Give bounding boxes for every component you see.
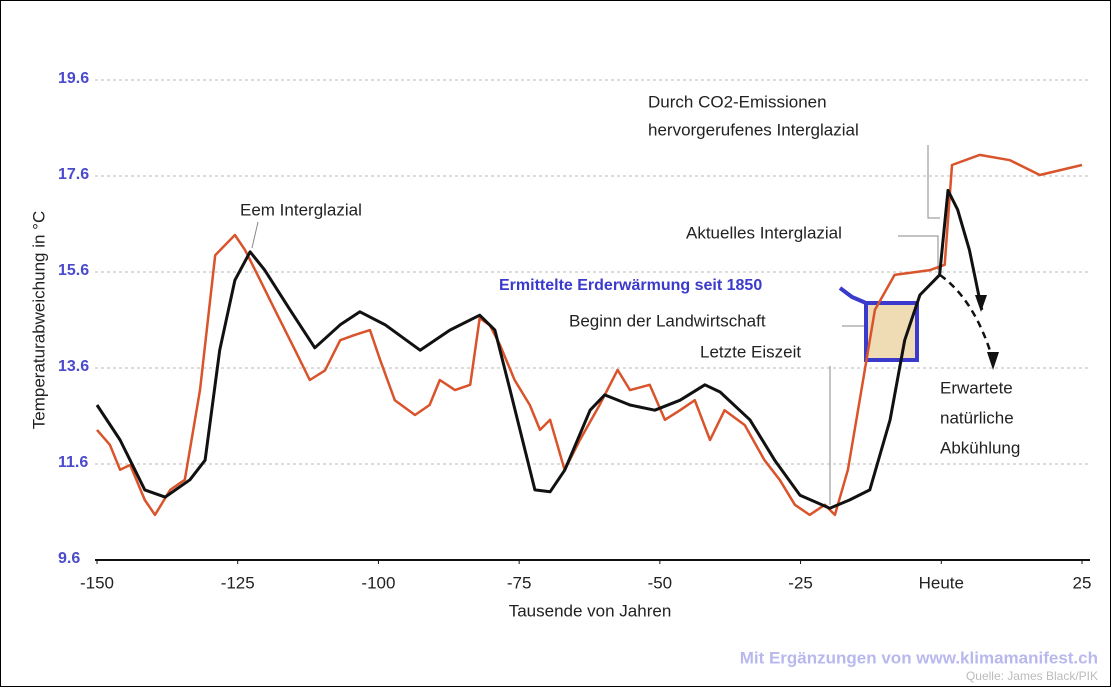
annotation: Eem Interglazial <box>240 200 362 219</box>
y-axis-label: Temperaturabweichung in °C <box>29 211 48 429</box>
connector <box>838 286 867 305</box>
x-tick-label: -150 <box>80 573 114 592</box>
x-tick-label: -100 <box>361 573 395 592</box>
annotation: Aktuelles Interglazial <box>686 223 842 242</box>
y-tick-label: 19.6 <box>58 70 89 87</box>
credit: Mit Ergänzungen von www.klimamanifest.ch <box>740 648 1098 667</box>
x-tick-label: -50 <box>648 573 673 592</box>
line-series <box>96 153 1083 517</box>
x-tick-label: 25 <box>1073 573 1092 592</box>
arrowhead <box>987 352 999 370</box>
y-tick-label: 9.6 <box>58 550 80 567</box>
leader <box>927 145 940 219</box>
y-tick-label: 17.6 <box>58 166 89 183</box>
x-tick-label: Heute <box>919 573 964 592</box>
leader <box>898 235 939 270</box>
leader <box>251 221 259 249</box>
x-tick-label: -125 <box>221 573 255 592</box>
annotation: Abkühlung <box>940 438 1020 457</box>
projection <box>939 273 995 361</box>
source: Quelle: James Black/PIK <box>966 669 1098 683</box>
y-tick-label: 11.6 <box>58 454 88 471</box>
x-tick-label: -25 <box>788 573 813 592</box>
x-axis-label: Tausende von Jahren <box>509 601 672 620</box>
annotation: hervorgerufenes Interglazial <box>648 120 859 139</box>
annotation: Durch CO2-Emissionen <box>648 92 827 111</box>
x-tick-label: -75 <box>507 573 532 592</box>
y-tick-label: 13.6 <box>58 358 89 375</box>
annotation: Ermittelte Erderwärmung seit 1850 <box>499 277 762 294</box>
annotation: Letzte Eiszeit <box>700 342 801 361</box>
y-tick-label: 15.6 <box>58 262 89 279</box>
annotation: Beginn der Landwirtschaft <box>569 311 766 330</box>
annotation: natürliche <box>940 408 1014 427</box>
line-series <box>95 188 984 510</box>
annotation: Erwartete <box>940 378 1013 397</box>
